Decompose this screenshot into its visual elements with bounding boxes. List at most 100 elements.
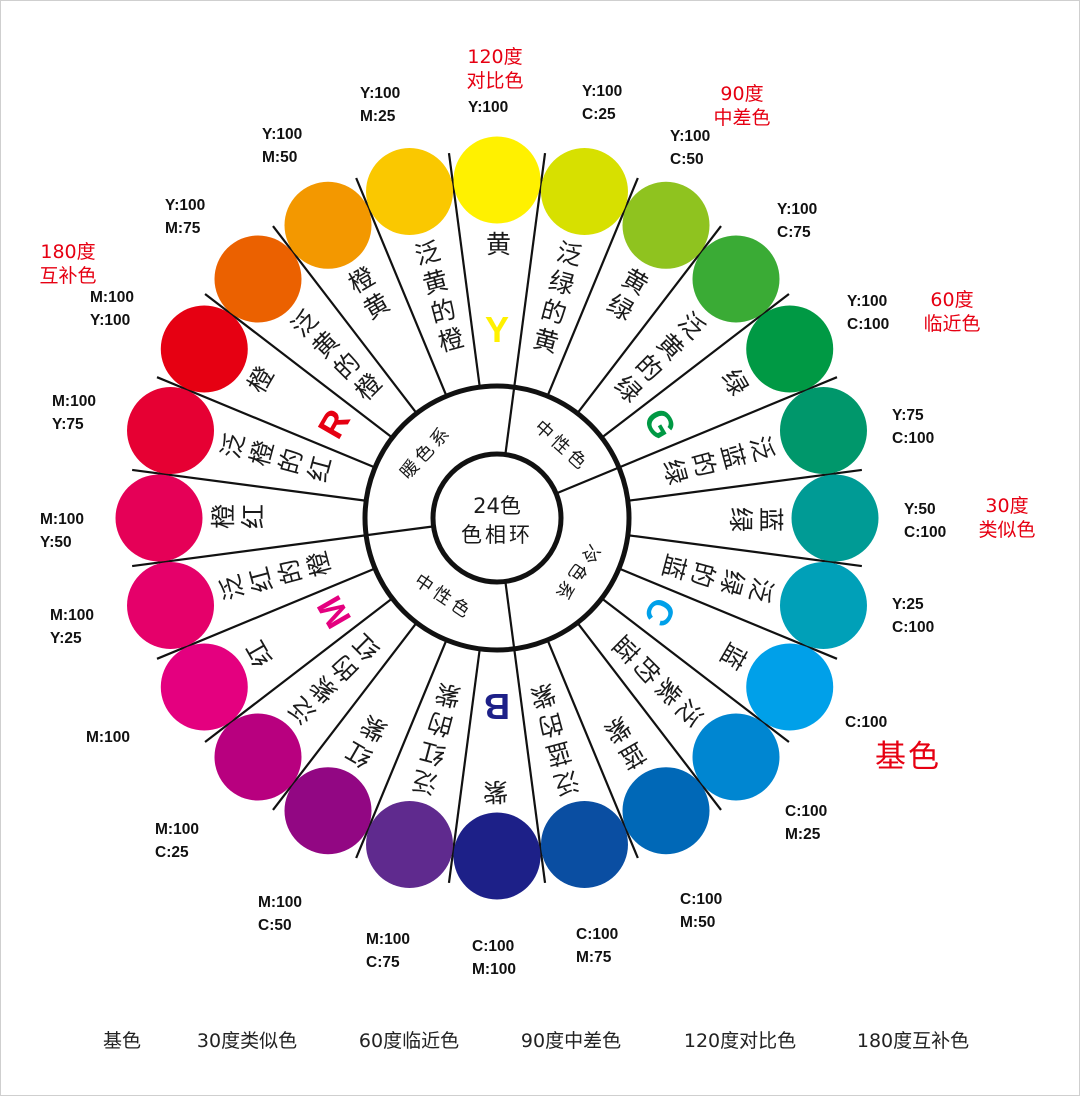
annotation-60-name: 临近色 xyxy=(923,313,980,335)
color-swatch xyxy=(115,474,203,562)
segment-label: 黄绿 xyxy=(598,262,653,328)
annotation-30-degree: 30度 xyxy=(985,495,1028,517)
color-swatch xyxy=(692,713,780,801)
center-title-line2: 色相环 xyxy=(461,523,533,547)
segment-divider xyxy=(618,376,838,469)
segment-label: 蓝绿 xyxy=(724,504,784,533)
annotation-120-degree: 120度 xyxy=(467,46,522,68)
segment-divider xyxy=(447,153,481,388)
color-swatch xyxy=(127,561,215,649)
color-swatch xyxy=(453,136,541,224)
annotation-120-name: 对比色 xyxy=(466,70,523,92)
color-swatch xyxy=(622,767,710,855)
segment-label: 红紫 xyxy=(341,707,396,773)
legend-item-base: 基色 xyxy=(102,1030,142,1052)
segment-label: 蓝 xyxy=(712,634,752,674)
center-title-line1: 24色 xyxy=(473,494,521,518)
segment-label: 橙黄 xyxy=(341,262,396,328)
segment-divider xyxy=(576,622,722,811)
segment-label: 紫 xyxy=(483,775,512,805)
segment-divider xyxy=(132,534,367,568)
cmyk-label: Y:100 C:75 xyxy=(777,201,817,241)
segment-divider xyxy=(447,648,481,883)
cmyk-label: Y:100 M:50 xyxy=(262,126,302,166)
annotation-30: 30度 类似色 xyxy=(978,495,1035,541)
color-swatch xyxy=(284,181,372,269)
cmyk-label: M:100 Y:50 xyxy=(40,511,84,551)
segment-divider xyxy=(627,534,862,568)
cmyk-label: Y:100 M:25 xyxy=(360,85,400,125)
segment-divider xyxy=(627,468,862,502)
cmyk-label: C:100 M:50 xyxy=(680,891,722,931)
segment-divider xyxy=(513,648,547,883)
color-swatch xyxy=(779,387,867,475)
cmyk-label: M:100 C:50 xyxy=(258,894,302,934)
color-swatch xyxy=(692,235,780,323)
ring-dividers xyxy=(365,386,620,650)
color-swatch xyxy=(160,305,248,393)
segment-divider xyxy=(355,639,448,859)
color-swatch xyxy=(214,713,302,801)
primary-letter: Y xyxy=(485,309,509,350)
segment-divider xyxy=(156,567,376,660)
cmyk-label: C:100 M:25 xyxy=(785,803,827,843)
color-swatch xyxy=(540,800,628,888)
annotation-90-name: 中差色 xyxy=(713,107,770,129)
cmyk-label: C:100 xyxy=(845,714,887,731)
cmyk-label: Y:100 C:100 xyxy=(847,293,889,333)
cmyk-values: Y:100 Y:100 C:25 Y:100 C:50 Y:100 C:75 Y:100 C:1… xyxy=(40,83,946,978)
color-swatch xyxy=(622,181,710,269)
segment-divider xyxy=(576,225,722,414)
ring-divider xyxy=(504,386,516,455)
color-swatch xyxy=(453,812,541,900)
segment-label: 橙 xyxy=(241,362,281,402)
segment-label: 泛蓝的绿 xyxy=(655,430,778,489)
annotation-180: 180度 互补色 xyxy=(39,241,96,287)
annotation-60-degree: 60度 xyxy=(930,289,973,311)
segment-label: 泛黄的橙 xyxy=(409,237,468,360)
segment-label: 泛橙的红 xyxy=(216,430,339,489)
segment-dividers xyxy=(132,153,862,883)
segment-divider xyxy=(355,177,448,397)
segment-label: 泛绿的黄 xyxy=(526,237,585,360)
cmyk-label: Y:100 xyxy=(468,99,508,116)
color-swatch xyxy=(214,235,302,323)
segment-label: 绿 xyxy=(712,362,752,402)
inner-circle xyxy=(430,451,564,585)
cmyk-label: C:100 M:75 xyxy=(576,926,618,966)
color-swatch xyxy=(540,148,628,236)
segment-label: 泛红的紫 xyxy=(409,676,468,799)
cmyk-label: M:100 Y:75 xyxy=(52,393,96,433)
annotation-60: 60度 临近色 xyxy=(923,289,980,335)
legend-item-120: 120度对比色 xyxy=(683,1030,797,1052)
segment-divider xyxy=(156,376,376,469)
segment-label: 黄 xyxy=(483,231,512,261)
ring-divider xyxy=(504,581,516,650)
segment-divider xyxy=(204,293,393,439)
color-swatch xyxy=(746,305,834,393)
cmyk-label: M:100 Y:100 xyxy=(90,289,134,329)
cmyk-label: Y:100 M:75 xyxy=(165,197,205,237)
color-swatch xyxy=(284,767,372,855)
legend-item-60: 60度临近色 xyxy=(358,1030,460,1052)
segment-divider xyxy=(272,225,418,414)
cmyk-label: M:100 C:75 xyxy=(366,931,410,971)
segment-label: 泛红的橙 xyxy=(216,547,339,606)
cmyk-label: Y:100 C:25 xyxy=(582,83,622,123)
color-swatch xyxy=(779,561,867,649)
segment-divider xyxy=(513,153,547,388)
segment-divider xyxy=(618,567,838,660)
cmyk-label: M:100 xyxy=(86,729,130,746)
color-swatch xyxy=(746,643,834,731)
legend-item-180: 180度互补色 xyxy=(856,1030,970,1052)
cmyk-label: M:100 C:25 xyxy=(155,821,199,861)
color-swatches xyxy=(115,136,879,900)
segment-divider xyxy=(132,468,367,502)
ring-divider xyxy=(555,466,620,495)
annotation-180-name: 互补色 xyxy=(39,265,96,287)
primary-letter: C xyxy=(636,591,685,634)
segment-divider xyxy=(272,622,418,811)
annotation-180-degree: 180度 xyxy=(40,241,95,263)
annotation-90: 90度 中差色 xyxy=(713,83,770,129)
